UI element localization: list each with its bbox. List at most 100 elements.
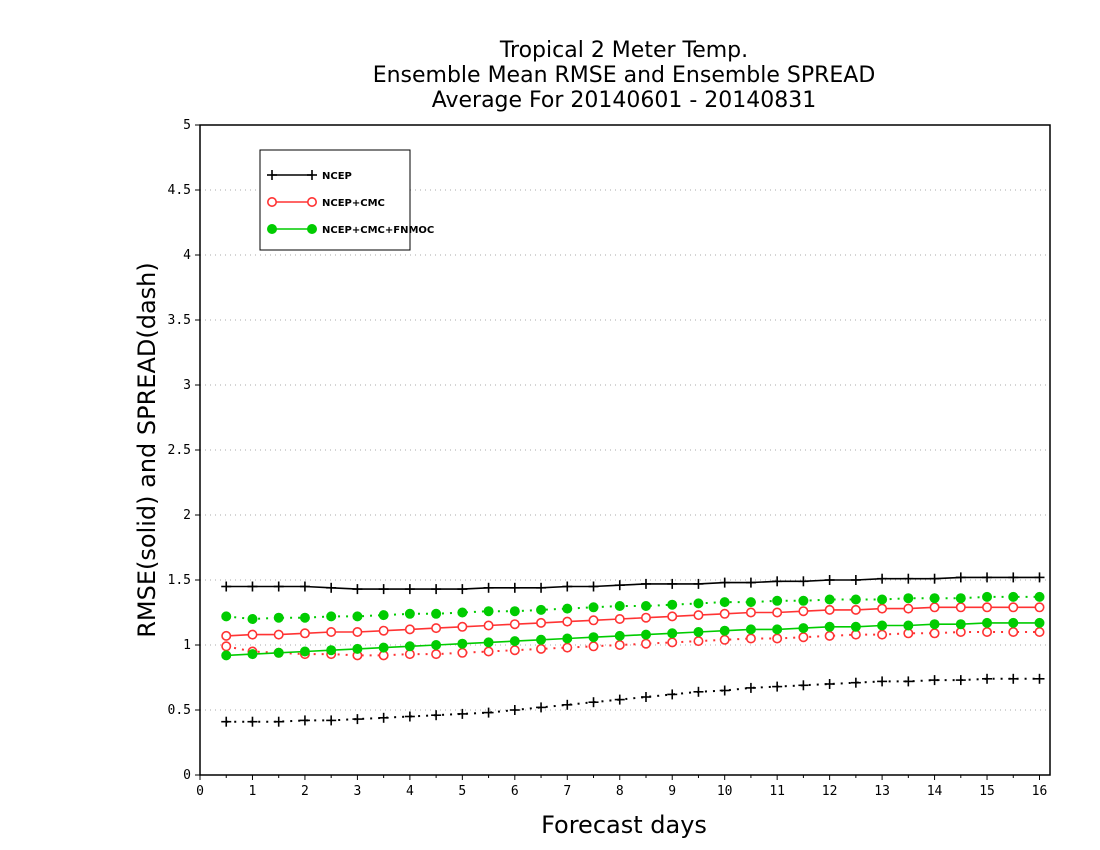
- series-1-rmse-point-21: [772, 607, 783, 618]
- series-1-rmse-point-9: [457, 621, 468, 632]
- series-0-spread-point-12: [536, 702, 547, 713]
- series-1-spread-point-20: [745, 633, 756, 644]
- series-1-rmse-point-30: [1008, 602, 1019, 613]
- series-0-rmse-point-14: [588, 581, 599, 592]
- series-2-spread-point-7: [404, 608, 415, 619]
- series-0-rmse-point-30: [1008, 572, 1019, 583]
- series-1-spread-point-18: [693, 636, 704, 647]
- series-2-rmse-point-15: [614, 630, 625, 641]
- x-tick-label-8: 8: [616, 784, 624, 799]
- series-2-spread-point-27: [929, 593, 940, 604]
- series-0-rmse-point-22: [798, 576, 809, 587]
- series-1-rmse-point-29: [982, 602, 993, 613]
- x-tick-label-12: 12: [822, 784, 838, 799]
- x-tick-label-4: 4: [406, 784, 414, 799]
- series-0-rmse-point-29: [982, 572, 993, 583]
- series-1-rmse-point-25: [877, 603, 888, 614]
- series-2-spread-point-9: [457, 607, 468, 618]
- series-0-spread-point-22: [798, 680, 809, 691]
- series-2-spread-point-22: [798, 595, 809, 606]
- x-tick-label-5: 5: [458, 784, 466, 799]
- series-0-spread-point-18: [693, 686, 704, 697]
- series-1-rmse-point-7: [404, 624, 415, 635]
- series-2: [221, 591, 1045, 661]
- series-2-spread-point-29: [982, 591, 993, 602]
- y-tick-label-2: 1: [183, 638, 191, 653]
- series-2-rmse-point-18: [693, 627, 704, 637]
- series-0-spread-point-0: [221, 716, 232, 727]
- series-1-spread-point-12: [536, 643, 547, 654]
- series-0-spread-point-6: [378, 712, 389, 723]
- series-2-spread-point-5: [352, 611, 363, 622]
- series-2-spread-point-18: [693, 598, 704, 609]
- series-1-spread-point-9: [457, 647, 468, 658]
- series-0: [221, 572, 1045, 727]
- series-2-rmse-point-26: [903, 620, 914, 631]
- series-0-spread-point-28: [955, 675, 966, 686]
- series-1-rmse-point-20: [745, 607, 756, 618]
- y-tick-label-7: 3.5: [168, 313, 191, 328]
- series-2-rmse-point-5: [352, 643, 363, 654]
- series-0-spread-point-13: [562, 699, 573, 710]
- series-1-rmse-point-6: [378, 625, 389, 636]
- legend-marker-end-1: [306, 197, 317, 208]
- series-0-rmse-point-27: [929, 573, 940, 584]
- series-2-rmse-point-21: [772, 624, 783, 635]
- series-0-rmse-point-31: [1034, 572, 1045, 583]
- series-2-spread-point-0: [221, 611, 232, 622]
- x-tick-label-15: 15: [979, 784, 995, 799]
- series-1-rmse-line: [226, 606, 1040, 637]
- series-0-spread-point-7: [404, 711, 415, 722]
- y-tick-label-6: 3: [183, 378, 191, 393]
- legend: NCEP NCEP+CMC NCEP+CMC+FNMOC: [259, 149, 434, 251]
- series-2-spread-point-20: [745, 597, 756, 608]
- series-1-rmse-point-26: [903, 603, 914, 614]
- y-axis-label: RMSE(solid) and SPREAD(dash): [133, 262, 161, 638]
- y-tick-label-1: 0.5: [168, 703, 191, 718]
- series-2-rmse-point-31: [1034, 617, 1045, 628]
- series-layer: [221, 572, 1045, 727]
- series-1-spread-point-31: [1034, 626, 1045, 637]
- series-0-spread-point-19: [719, 685, 730, 696]
- series-0-spread-point-4: [326, 715, 337, 726]
- series-1-rmse-point-1: [247, 629, 258, 640]
- series-1-rmse-point-13: [562, 616, 573, 627]
- series-0-rmse-point-15: [614, 580, 625, 591]
- series-2-rmse-point-28: [955, 619, 966, 630]
- series-1-rmse-point-22: [798, 606, 809, 617]
- series-2-spread-point-25: [877, 594, 888, 605]
- series-1-spread-point-27: [929, 628, 940, 639]
- series-1-spread-point-0: [221, 641, 232, 652]
- legend-marker-start-0: [267, 170, 277, 180]
- series-2-spread-point-14: [588, 602, 599, 613]
- legend-label-1: NCEP+CMC: [322, 198, 385, 209]
- series-2-spread-point-15: [614, 601, 625, 611]
- series-1-spread-point-16: [640, 638, 651, 649]
- series-2-rmse-point-2: [273, 647, 284, 658]
- series-2-rmse-point-13: [562, 633, 573, 644]
- series-0-spread-point-25: [877, 676, 888, 687]
- series-0-spread-point-5: [352, 714, 363, 725]
- series-2-spread-point-28: [955, 593, 966, 604]
- legend-box: [259, 149, 411, 251]
- series-1-rmse-point-16: [640, 612, 651, 623]
- series-2-rmse-point-9: [457, 638, 468, 649]
- series-1-spread-point-29: [982, 626, 993, 637]
- series-2-rmse-point-12: [536, 634, 547, 645]
- series-2-rmse-point-1: [247, 649, 258, 660]
- series-2-rmse-point-24: [850, 621, 861, 632]
- series-1-spread-point-22: [798, 632, 809, 643]
- legend-marker-end-2: [307, 224, 317, 234]
- series-0-spread-point-24: [850, 677, 861, 688]
- series-2-rmse-point-4: [326, 645, 337, 656]
- series-2-spread-point-6: [378, 610, 389, 621]
- series-0-spread-point-26: [903, 676, 914, 687]
- series-1-rmse-point-28: [955, 602, 966, 613]
- series-2-rmse-point-6: [378, 642, 389, 653]
- series-1-spread-point-25: [877, 629, 888, 640]
- y-tick-label-0: 0: [183, 768, 191, 783]
- series-0-spread-point-16: [640, 692, 651, 702]
- series-0-spread-point-1: [247, 716, 258, 727]
- series-1-spread-point-30: [1008, 626, 1019, 637]
- x-tick-label-6: 6: [511, 784, 519, 799]
